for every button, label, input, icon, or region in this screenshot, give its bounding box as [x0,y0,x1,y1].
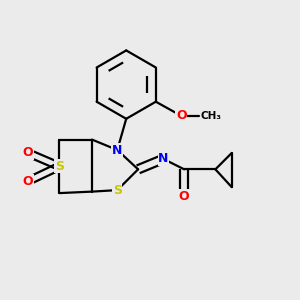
Text: CH₃: CH₃ [200,111,221,121]
Text: O: O [176,109,187,122]
Text: N: N [158,152,169,165]
Text: O: O [23,146,34,160]
Text: S: S [113,184,122,196]
Text: S: S [55,160,64,173]
Text: O: O [23,175,34,188]
Text: O: O [179,190,190,202]
Text: N: N [112,143,122,157]
